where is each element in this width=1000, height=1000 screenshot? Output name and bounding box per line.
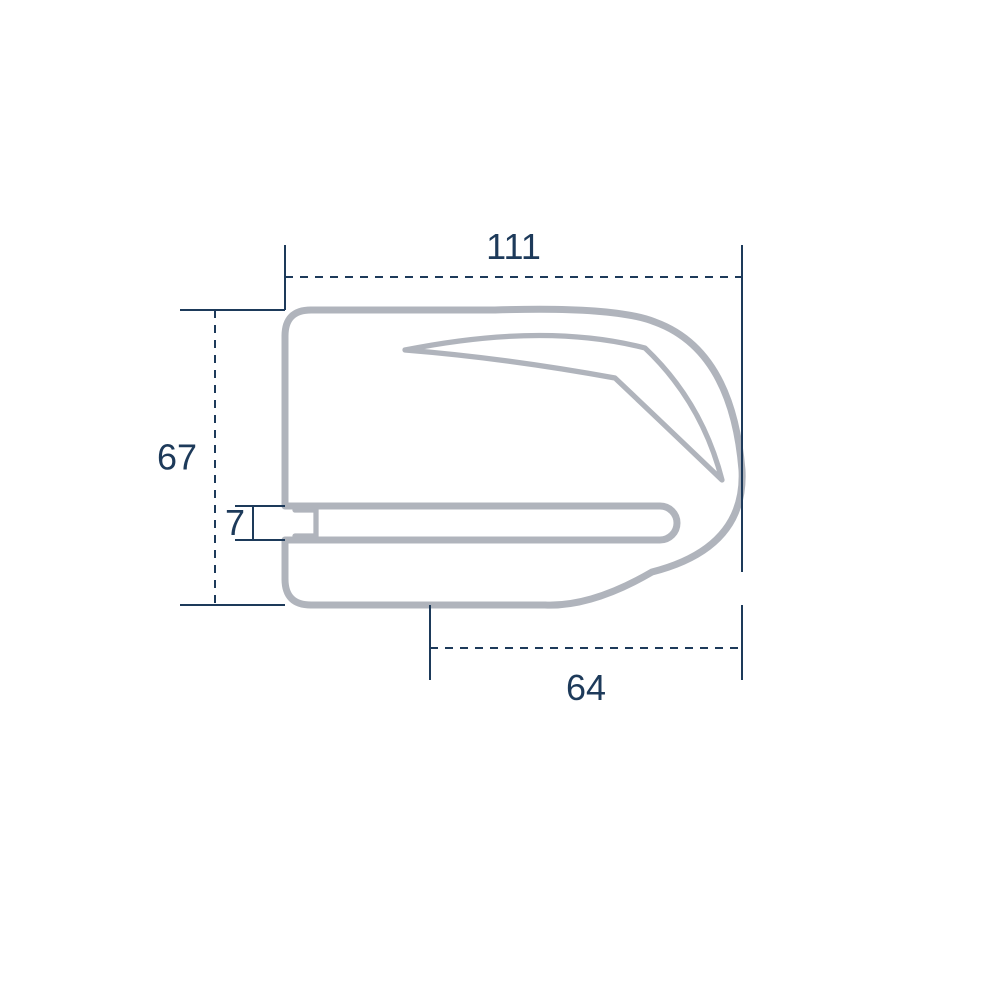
lock-top-accent <box>405 335 722 480</box>
dim-width-label: 111 <box>486 226 541 267</box>
lock-outline <box>285 309 742 605</box>
dimension-drawing: 111 67 7 64 <box>0 0 1000 1000</box>
dim-gap-label: 7 <box>225 502 245 543</box>
dim-depth-label: 64 <box>566 667 606 708</box>
lock-pin <box>295 510 316 536</box>
dim-height-label: 67 <box>157 437 197 478</box>
